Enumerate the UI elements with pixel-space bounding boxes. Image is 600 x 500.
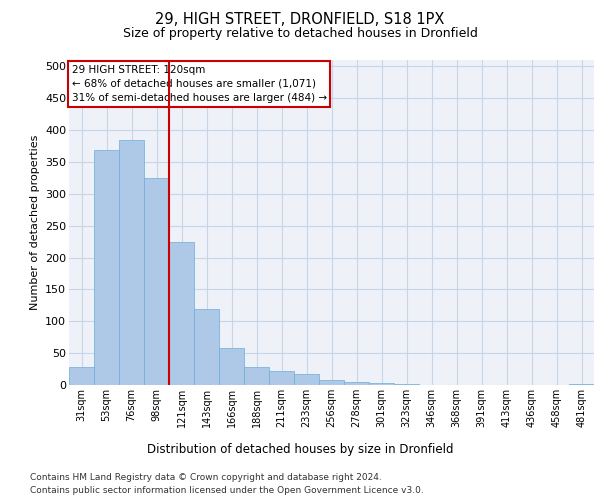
Text: Contains public sector information licensed under the Open Government Licence v3: Contains public sector information licen… <box>30 486 424 495</box>
Text: Size of property relative to detached houses in Dronfield: Size of property relative to detached ho… <box>122 28 478 40</box>
Bar <box>144 178 169 385</box>
Bar <box>219 348 244 385</box>
Text: Distribution of detached houses by size in Dronfield: Distribution of detached houses by size … <box>147 442 453 456</box>
Text: Contains HM Land Registry data © Crown copyright and database right 2024.: Contains HM Land Registry data © Crown c… <box>30 472 382 482</box>
Bar <box>394 384 419 385</box>
Bar <box>119 140 144 385</box>
Bar <box>344 382 369 385</box>
Bar <box>194 308 219 385</box>
Bar <box>294 374 319 385</box>
Bar <box>69 367 94 385</box>
Bar <box>244 367 269 385</box>
Bar <box>369 383 394 385</box>
Bar <box>169 242 194 385</box>
Text: 29, HIGH STREET, DRONFIELD, S18 1PX: 29, HIGH STREET, DRONFIELD, S18 1PX <box>155 12 445 28</box>
Y-axis label: Number of detached properties: Number of detached properties <box>29 135 40 310</box>
Text: 29 HIGH STREET: 120sqm
← 68% of detached houses are smaller (1,071)
31% of semi-: 29 HIGH STREET: 120sqm ← 68% of detached… <box>71 65 327 103</box>
Bar <box>319 380 344 385</box>
Bar <box>569 384 594 385</box>
Bar <box>269 371 294 385</box>
Bar <box>94 150 119 385</box>
